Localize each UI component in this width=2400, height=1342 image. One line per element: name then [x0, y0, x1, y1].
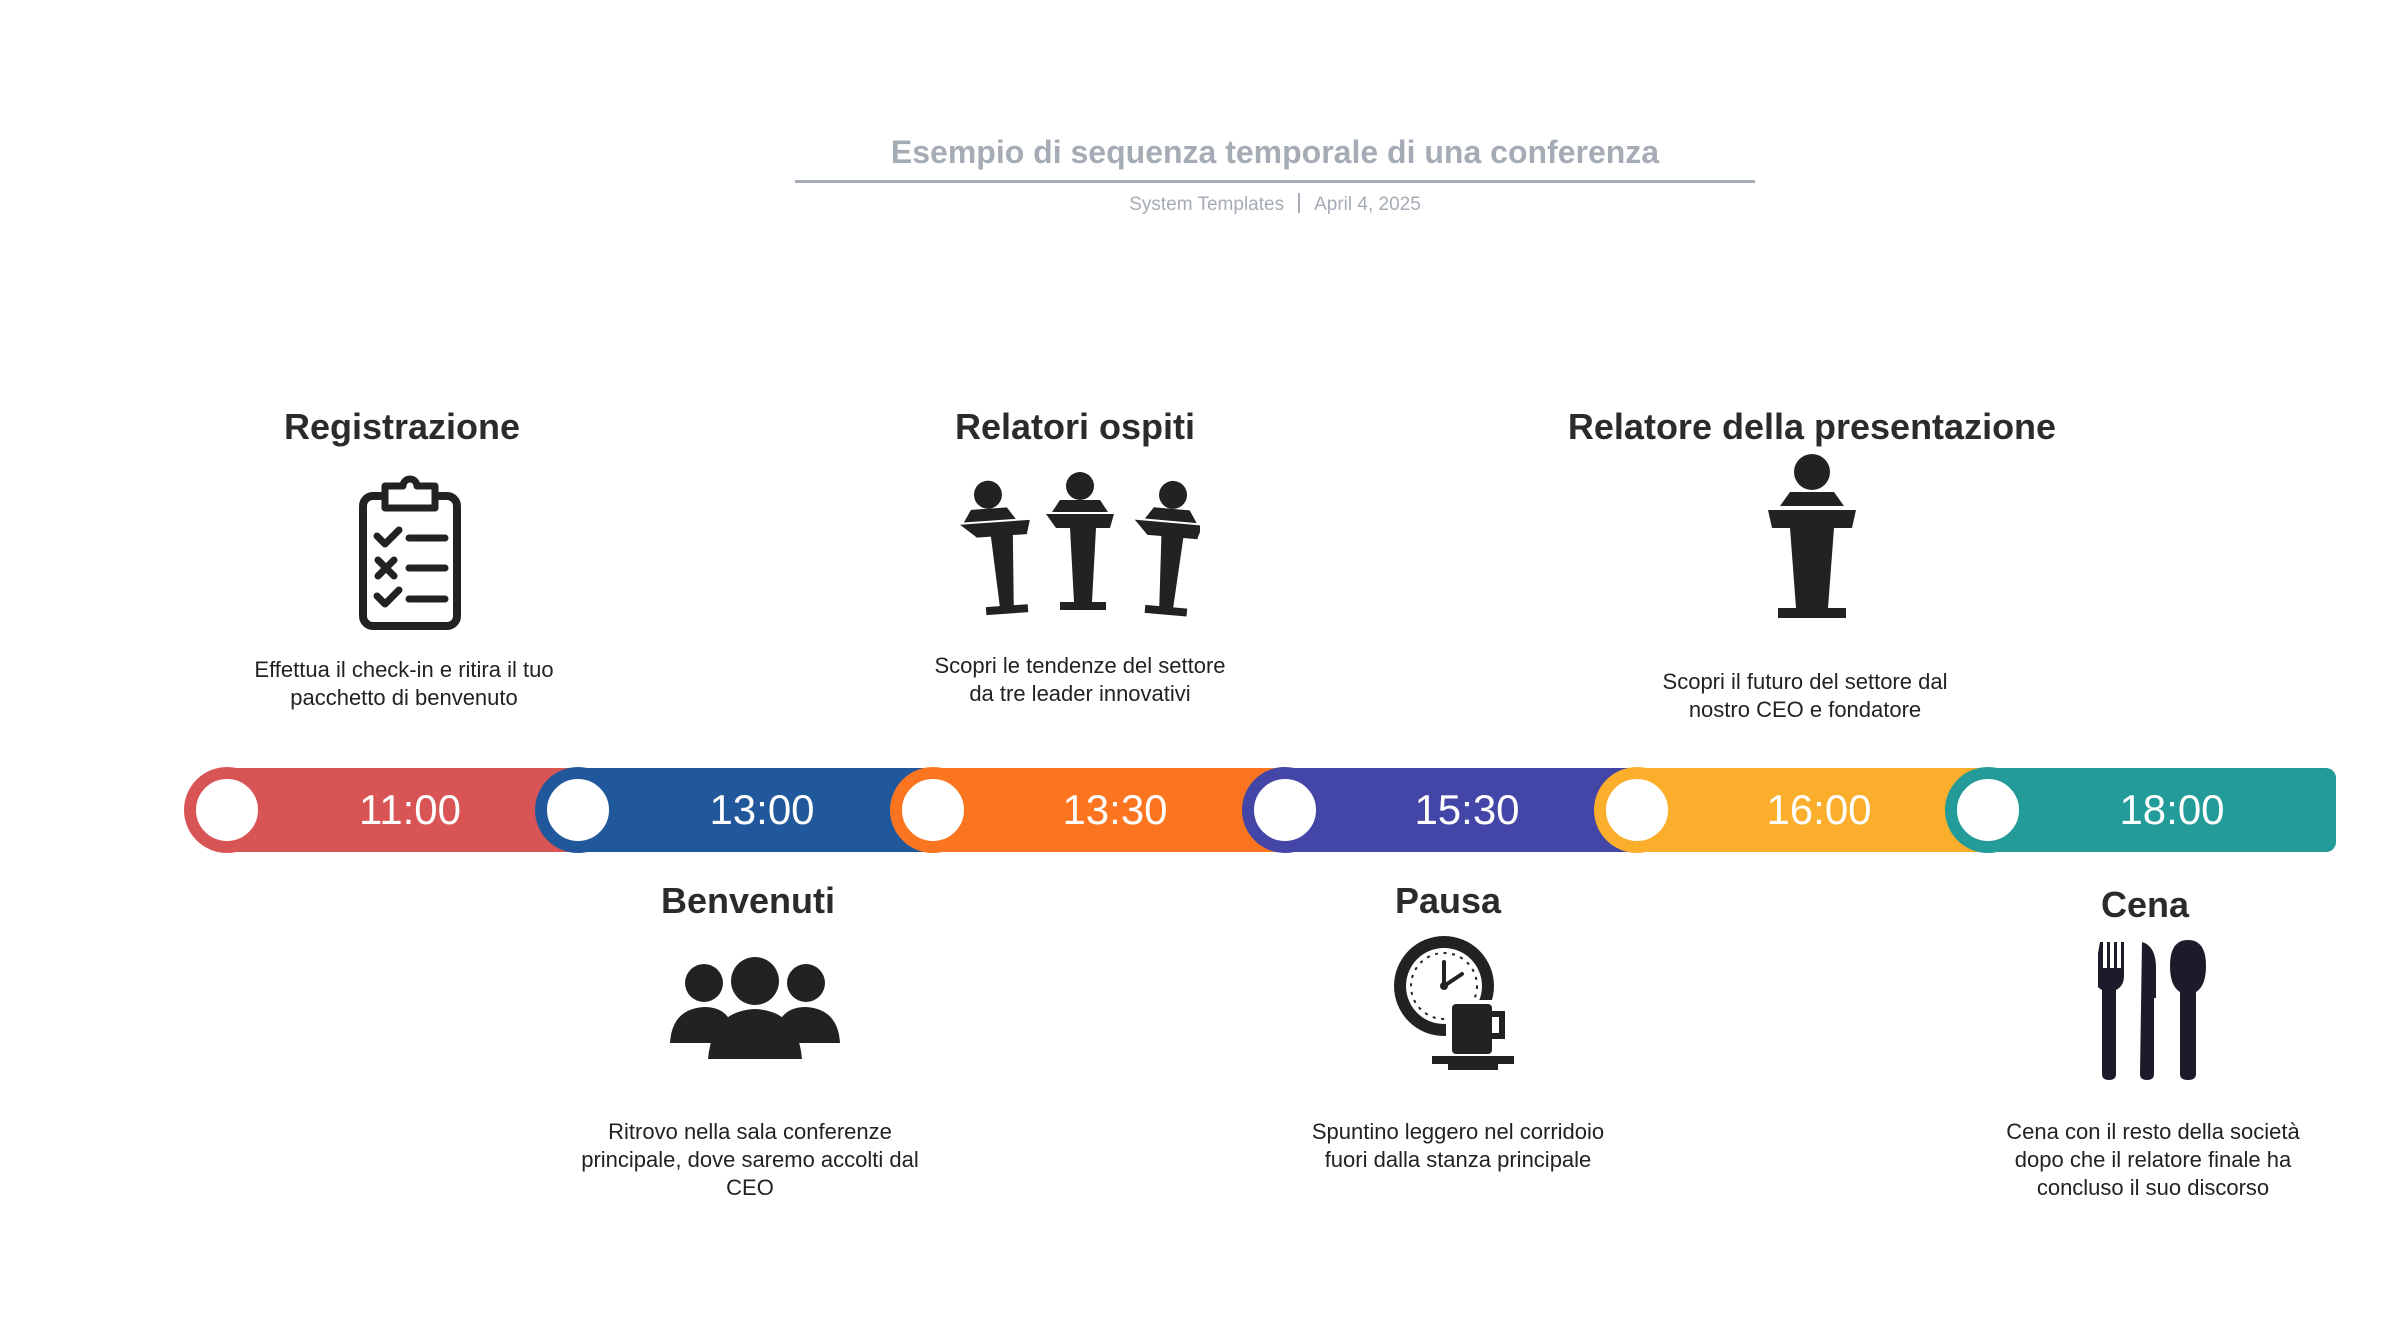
event-title-relatori-ospiti: Relatori ospiti — [954, 406, 1196, 447]
page-title: Esempio di sequenza temporale di una con… — [890, 134, 1660, 170]
time-label-3: 13:30 — [1062, 786, 1168, 833]
clock-coffee-icon — [1392, 934, 1522, 1074]
timeline-marker-6 — [1945, 767, 2031, 853]
meta-divider — [1298, 193, 1301, 213]
group-people-icon — [670, 955, 840, 1063]
timeline-marker-5 — [1594, 767, 1680, 853]
event-description-relatori-ospiti: Scopri le tendenze del settore da tre le… — [934, 653, 1226, 706]
event-title-benvenuti: Benvenuti — [660, 880, 836, 921]
timeline-segment-2 — [580, 768, 950, 852]
event-description-registrazione: Effettua il check-in e ritira il tuo pac… — [254, 657, 554, 710]
cutlery-icon — [2094, 938, 2208, 1080]
time-label-2: 13:00 — [709, 786, 815, 833]
title-underline — [795, 180, 1755, 183]
event-title-registrazione: Registrazione — [283, 406, 521, 447]
document-meta: System Templates April 4, 2025 — [795, 193, 1755, 216]
time-label-6: 18:00 — [2119, 786, 2225, 833]
event-description-benvenuti: Ritrovo nella sala conferenze principale… — [581, 1119, 919, 1200]
timeline-segment-3 — [930, 768, 1300, 852]
time-label-5: 16:00 — [1766, 786, 1872, 833]
event-title-cena: Cena — [2100, 884, 2190, 925]
speaker-podium-icon — [1764, 454, 1860, 624]
event-description-pausa: Spuntino leggero nel corridoio fuori dal… — [1311, 1119, 1605, 1172]
timeline-marker-4 — [1242, 767, 1328, 853]
event-description-cena: Cena con il resto della società dopo che… — [2006, 1119, 2300, 1200]
timeline-segment-6 — [1980, 768, 2336, 852]
event-title-pausa: Pausa — [1394, 880, 1502, 921]
timeline-segment-4 — [1280, 768, 1650, 852]
author-label: System Templates — [1129, 194, 1285, 215]
three-speakers-podium-icon — [959, 472, 1203, 622]
event-title-relatore-presentazione: Relatore della presentazione — [1567, 406, 2057, 447]
time-label-4: 15:30 — [1414, 786, 1520, 833]
timeline-marker-3 — [890, 767, 976, 853]
timeline-segment-5 — [1630, 768, 2000, 852]
event-description-relatore-presentazione: Scopri il futuro del settore dal nostro … — [1662, 669, 1948, 722]
timeline-marker-2 — [535, 767, 621, 853]
timeline-marker-1 — [184, 767, 270, 853]
clipboard-checklist-icon — [355, 468, 465, 633]
time-label-1: 11:00 — [359, 786, 461, 833]
date-label: April 4, 2025 — [1314, 194, 1421, 215]
